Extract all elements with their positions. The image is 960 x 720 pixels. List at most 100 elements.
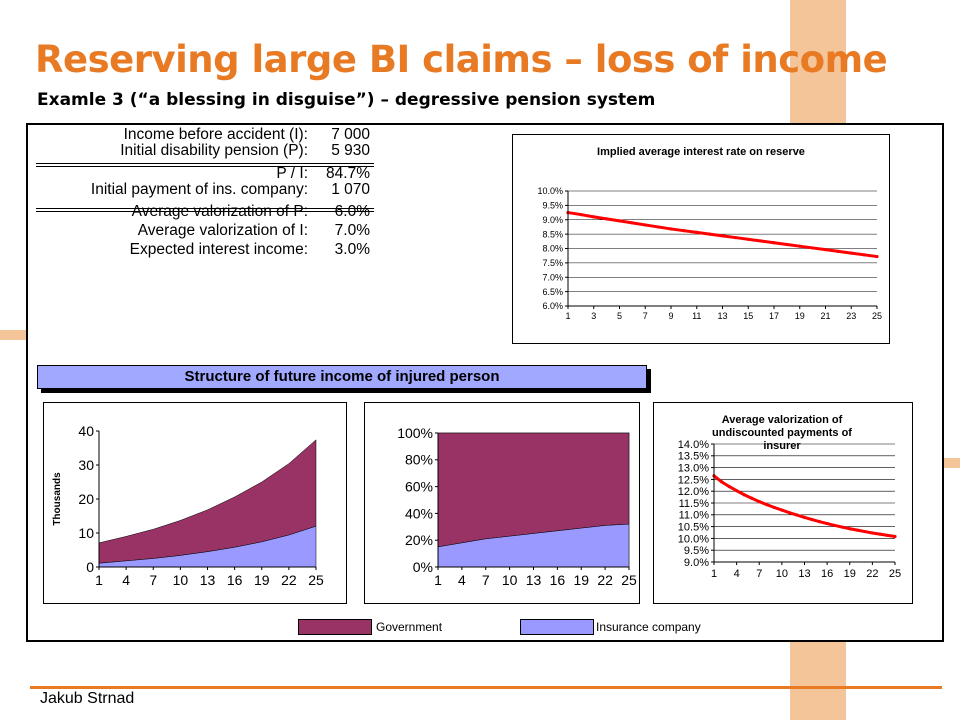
x-tick-label: 10 bbox=[776, 568, 788, 580]
legend-swatch-government bbox=[298, 619, 372, 635]
param-value: 7.0% bbox=[334, 222, 370, 239]
data-point bbox=[617, 219, 622, 223]
chart-income-share-svg: 0% 20% 40% 60% 80% 100% 1 4 7 10 13 16 19 22 25 bbox=[397, 425, 637, 588]
data-point bbox=[823, 248, 828, 252]
x-tick-label: 23 bbox=[846, 311, 856, 321]
data-point bbox=[810, 517, 814, 522]
x-tick-label: 16 bbox=[821, 568, 833, 580]
x-tick-label: 25 bbox=[308, 572, 324, 588]
data-point bbox=[878, 532, 882, 536]
data-point bbox=[795, 513, 799, 517]
x-tick-label: 9 bbox=[668, 311, 673, 321]
y-tick-label: 13.0% bbox=[678, 462, 709, 474]
data-point bbox=[765, 503, 769, 507]
data-point bbox=[870, 531, 874, 535]
x-tick-label: 19 bbox=[573, 572, 589, 588]
param-label: Initial payment of ins. company: bbox=[90, 181, 308, 198]
data-point bbox=[656, 225, 660, 229]
x-tick-label: 4 bbox=[458, 572, 466, 588]
x-tick-label: 7 bbox=[482, 572, 490, 588]
y-tick-label: 30 bbox=[78, 457, 94, 473]
y-tick-label: 8.0% bbox=[542, 244, 563, 254]
chart-title: Average valorization of bbox=[722, 414, 843, 426]
data-point bbox=[825, 521, 829, 526]
data-point bbox=[630, 221, 634, 225]
section-banner-label: Structure of future income of injured pe… bbox=[184, 368, 500, 385]
param-label: Initial disability pension (P): bbox=[120, 142, 308, 159]
x-tick-label: 16 bbox=[550, 572, 566, 588]
y-tick-label: 7.5% bbox=[542, 258, 563, 268]
y-tick-label: 100% bbox=[397, 425, 433, 441]
param-label: P / I: bbox=[276, 165, 308, 182]
y-tick-label: 40 bbox=[78, 423, 94, 439]
x-tick-label: 25 bbox=[621, 572, 637, 588]
y-tick-label: 60% bbox=[405, 479, 433, 495]
data-point bbox=[708, 232, 712, 236]
param-label: Average valorization of I: bbox=[137, 222, 308, 239]
legend-label-insurance: Insurance company bbox=[596, 620, 701, 634]
x-tick-label: 19 bbox=[254, 572, 270, 588]
y-tick-label: 10.0% bbox=[537, 186, 563, 196]
x-tick-label: 13 bbox=[526, 572, 542, 588]
x-tick-label: 4 bbox=[734, 568, 740, 580]
x-tick-label: 22 bbox=[597, 572, 613, 588]
chart-income-share: 0% 20% 40% 60% 80% 100% 1 4 7 10 13 16 19 22 25 bbox=[364, 402, 640, 604]
data-point bbox=[862, 253, 866, 257]
x-tick-label: 22 bbox=[281, 572, 297, 588]
data-point bbox=[759, 239, 763, 243]
data-point bbox=[833, 523, 837, 528]
data-point bbox=[849, 251, 853, 255]
data-point bbox=[742, 493, 746, 497]
data-point bbox=[682, 229, 686, 233]
data-point bbox=[785, 242, 789, 247]
x-tick-label: 1 bbox=[711, 568, 717, 580]
author-name: Jakub Strnad bbox=[40, 690, 135, 707]
y-tick-label: 8.5% bbox=[542, 229, 563, 239]
x-tick-label: 7 bbox=[149, 572, 157, 588]
decor-stripe-right bbox=[940, 458, 960, 468]
param-row-pension: Initial disability pension (P): 5 930 bbox=[36, 142, 374, 159]
x-tick-label: 15 bbox=[743, 311, 753, 321]
y-tick-label: 11.5% bbox=[679, 498, 710, 510]
x-tick-label: 3 bbox=[591, 311, 596, 321]
series-line bbox=[713, 474, 896, 538]
x-tick-label: 13 bbox=[717, 311, 727, 321]
legend-label-government: Government bbox=[376, 620, 443, 634]
data-point bbox=[817, 520, 822, 524]
x-tick-label: 5 bbox=[617, 311, 622, 321]
y-tick-label: 80% bbox=[405, 452, 433, 468]
y-tick-label: 12.5% bbox=[678, 474, 709, 486]
data-point bbox=[592, 215, 596, 219]
param-label: Average valorization of P: bbox=[131, 203, 308, 220]
y-tick-label: 0% bbox=[413, 559, 433, 575]
chart-income-absolute: 0 10 20 30 40 1 4 7 10 13 16 19 22 25 Thousands bbox=[43, 402, 347, 604]
data-point bbox=[780, 508, 784, 512]
data-point bbox=[746, 237, 750, 241]
x-tick-label: 25 bbox=[872, 311, 882, 321]
data-point bbox=[848, 527, 852, 531]
x-tick-label: 13 bbox=[798, 568, 810, 580]
param-row-interest: Expected interest income: 3.0% bbox=[36, 241, 374, 258]
param-value: 6.0% bbox=[334, 203, 370, 220]
y-tick-label: 7.0% bbox=[542, 272, 563, 282]
chart-income-absolute-svg: 0 10 20 30 40 1 4 7 10 13 16 19 22 25 Thousands bbox=[52, 423, 324, 588]
y-tick-label: 6.5% bbox=[542, 287, 563, 297]
y-tick-label: 20% bbox=[405, 532, 433, 548]
slide-title: Reserving large BI claims – loss of inco… bbox=[35, 38, 888, 81]
footer-divider bbox=[30, 686, 942, 689]
data-point bbox=[875, 254, 879, 259]
chart-valorization: Average valorization of undiscounted paym… bbox=[653, 402, 913, 604]
data-point bbox=[727, 484, 731, 489]
x-tick-label: 1 bbox=[434, 572, 442, 588]
x-tick-label: 10 bbox=[502, 572, 518, 588]
data-point bbox=[720, 234, 725, 238]
table-divider bbox=[36, 208, 374, 209]
data-point bbox=[863, 529, 867, 534]
chart-interest-rate-svg: Implied average interest rate on reserve… bbox=[537, 146, 882, 321]
y-tick-label: 10.5% bbox=[678, 521, 709, 533]
slide-subtitle: Examle 3 (“a blessing in disguise”) – de… bbox=[37, 90, 656, 110]
chart-title: insurer bbox=[763, 440, 801, 452]
data-point bbox=[772, 241, 776, 245]
x-tick-label: 7 bbox=[643, 311, 648, 321]
